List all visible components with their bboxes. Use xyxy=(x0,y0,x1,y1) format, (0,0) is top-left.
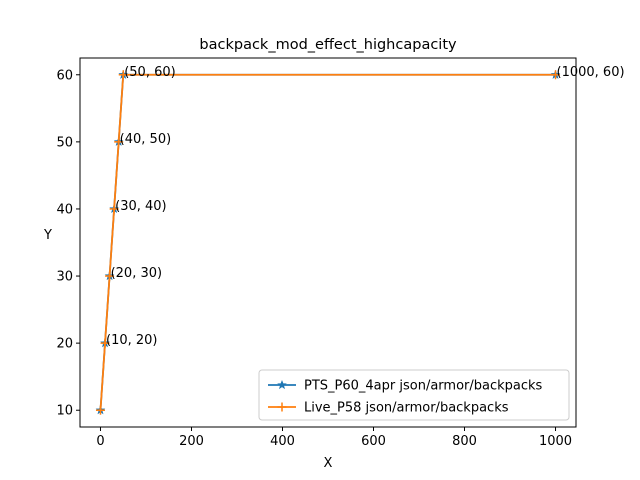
legend-label-2: Live_P58 json/armor/backpacks xyxy=(304,401,509,416)
y-tick-label-1: 10 xyxy=(56,404,73,419)
annotation-5: (50, 60) xyxy=(124,65,176,80)
series-2-point-5 xyxy=(114,137,124,147)
plot-frame xyxy=(79,57,577,428)
y-tick-label-2: 20 xyxy=(56,337,73,352)
legend-marker-2 xyxy=(277,402,287,412)
legend-label-1: PTS_P60_4apr json/armor/backpacks xyxy=(304,379,543,394)
series-line-1 xyxy=(99,73,556,411)
series-2-point-3 xyxy=(105,271,115,281)
annotation-3: (30, 40) xyxy=(115,199,167,214)
series-2-point-1 xyxy=(95,405,105,415)
series-2-point-2 xyxy=(100,338,110,348)
axis-ticks: 0 200 400 600 800 1000 10 20 30 40 50 60 xyxy=(56,68,572,449)
series-2-point-6 xyxy=(118,70,128,80)
y-tick-label-4: 40 xyxy=(56,202,73,217)
legend-box xyxy=(258,369,570,421)
x-tick-label-1: 0 xyxy=(96,434,104,449)
x-tick-label-6: 1000 xyxy=(539,434,572,449)
x-tick-label-5: 800 xyxy=(452,434,477,449)
chart-title: backpack_mod_effect_highcapacity xyxy=(199,37,457,53)
y-tick-label-6: 60 xyxy=(56,68,73,83)
annotation-2: (20, 30) xyxy=(111,266,163,281)
x-tick-label-3: 400 xyxy=(270,434,295,449)
series-line-2 xyxy=(99,73,556,411)
legend-marker-1 xyxy=(277,379,287,390)
annotation-4: (40, 50) xyxy=(120,132,171,147)
annotation-6: (1000, 60) xyxy=(557,65,625,80)
x-axis-label: X xyxy=(324,456,333,471)
annotation-1: (10, 20) xyxy=(106,333,158,348)
series-2-point-7 xyxy=(551,70,561,80)
y-axis-label: Y xyxy=(43,228,52,243)
legend: PTS_P60_4apr json/armor/backpacks Live_P5… xyxy=(258,369,570,421)
series-2-point-4 xyxy=(109,204,119,214)
x-tick-label-2: 200 xyxy=(179,434,204,449)
plot-area: (10, 20) (20, 30) (30, 40) (40, 50) (50, 60)… xyxy=(95,65,625,415)
x-tick-label-4: 600 xyxy=(361,434,386,449)
y-tick-label-3: 30 xyxy=(56,270,73,285)
y-tick-label-5: 50 xyxy=(56,135,73,150)
